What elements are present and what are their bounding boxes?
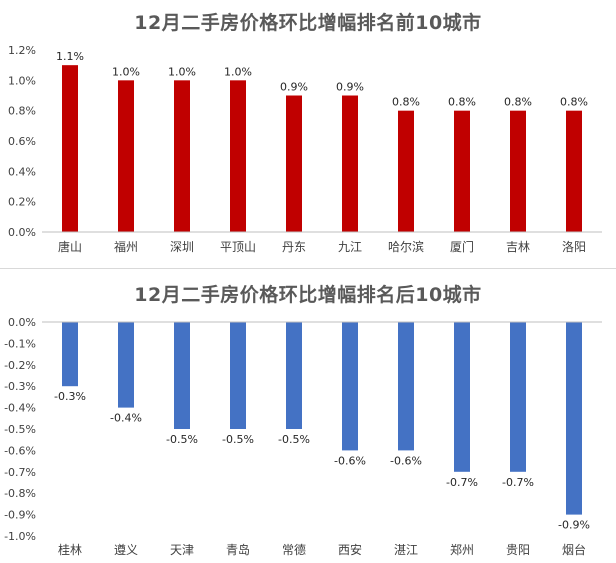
top-category-label: 唐山 [58, 239, 82, 254]
bottom-y-tick-label: -0.6% [4, 444, 36, 457]
top-bar [342, 95, 358, 232]
bottom-category-label: 湛江 [394, 543, 418, 557]
bottom-data-label: -0.6% [334, 454, 366, 467]
chart-bottom-plot: 0.0% -0.1% -0.2% -0.3% -0.4% -0.5% -0.6% -0.7% -… [4, 316, 602, 557]
chart-top-plot: 0.0% 0.2% 0.4% 0.6% 0.8% 1.0% 1.2% 1.1% 唐山 1.0% 福州… [8, 44, 602, 254]
top-y-tick-label: 0.2% [8, 196, 36, 209]
top-bar [62, 65, 78, 233]
bottom-data-label: -0.5% [166, 433, 198, 446]
bottom-y-tick-label: -0.8% [4, 487, 36, 500]
top-data-label: 0.9% [280, 81, 308, 94]
bottom-data-label: -0.5% [222, 433, 254, 446]
top-bar [230, 80, 246, 232]
bottom-y-tick-label: -0.2% [4, 359, 36, 372]
bottom-y-tick-label: -0.7% [4, 466, 36, 479]
bottom-data-label: -0.7% [502, 476, 534, 489]
bottom-bar [174, 322, 190, 429]
bottom-data-label: -0.7% [446, 476, 478, 489]
bottom-category-label: 常德 [282, 542, 306, 557]
bottom-category-label: 贵阳 [506, 543, 530, 557]
bottom-bar [398, 322, 414, 451]
chart-title-top: 12月二手房价格环比增幅排名前10城市 [134, 12, 482, 34]
top-category-label: 丹东 [282, 240, 306, 254]
top-data-label: 0.8% [504, 96, 532, 109]
top-bar [398, 110, 414, 232]
bottom-bar [230, 322, 246, 429]
top-bar [566, 110, 582, 232]
bottom-category-label: 郑州 [450, 542, 474, 557]
top-bar [454, 110, 470, 232]
bottom-bar [118, 322, 134, 408]
bottom-y-tick-label: -1.0% [4, 530, 36, 543]
top-y-tick-label: 1.2% [8, 44, 36, 57]
bottom-y-tick-label: -0.4% [4, 402, 36, 415]
top-data-label: 1.0% [224, 65, 252, 78]
bottom-y-tick-label: 0.0% [8, 316, 36, 329]
bottom-y-tick-label: -0.5% [4, 423, 36, 436]
bottom-bar [62, 322, 78, 387]
top-data-label: 0.9% [336, 81, 364, 94]
bottom-category-label: 遵义 [114, 542, 138, 557]
chart-title-bottom: 12月二手房价格环比增幅排名后10城市 [134, 284, 482, 306]
top-data-label: 0.8% [448, 96, 476, 109]
bottom-data-label: -0.3% [54, 390, 86, 403]
bottom-bar [286, 322, 302, 429]
bottom-bar [510, 322, 526, 472]
top-bar [510, 110, 526, 232]
bottom-category-label: 青岛 [226, 542, 250, 557]
top-y-tick-label: 0.8% [8, 105, 36, 118]
top-category-label: 福州 [114, 239, 138, 254]
bottom-data-label: -0.4% [110, 412, 142, 425]
bottom-data-label: -0.6% [390, 454, 422, 467]
top-data-label: 1.0% [112, 65, 140, 78]
top-y-tick-label: 1.0% [8, 74, 36, 87]
bottom-category-label: 桂林 [58, 542, 82, 557]
top-y-tick-label: 0.0% [8, 226, 36, 239]
top-bar [174, 80, 190, 232]
bottom-y-tick-label: -0.1% [4, 337, 36, 350]
chart-top-risers: 12月二手房价格环比增幅排名前10城市 0.0% 0.2% 0.4% 0.6% 0.8%… [0, 0, 616, 269]
top-data-label: 1.0% [168, 65, 196, 78]
top-category-label: 厦门 [450, 239, 474, 254]
top-data-label: 0.8% [560, 96, 588, 109]
chart-bottom-decliners: 12月二手房价格环比增幅排名后10城市 0.0% -0.1% -0.2% -0.3% -… [0, 269, 616, 563]
top-category-label: 吉林 [506, 240, 530, 254]
top-data-label: 0.8% [392, 96, 420, 109]
bottom-category-label: 西安 [338, 542, 362, 557]
bottom-data-label: -0.5% [278, 433, 310, 446]
top-data-label: 1.1% [56, 50, 84, 63]
top-category-label: 平顶山 [220, 240, 256, 254]
bottom-bar [566, 322, 582, 515]
bottom-y-tick-label: -0.9% [4, 509, 36, 522]
bottom-category-label: 烟台 [562, 542, 586, 557]
top-category-label: 深圳 [170, 240, 194, 254]
bottom-category-label: 天津 [170, 543, 194, 557]
top-y-tick-label: 0.4% [8, 165, 36, 178]
bottom-bar [454, 322, 470, 472]
top-bar [118, 80, 134, 232]
top-category-label: 洛阳 [562, 239, 586, 254]
bottom-bar [342, 322, 358, 451]
bottom-y-tick-label: -0.3% [4, 380, 36, 393]
top-category-label: 哈尔滨 [388, 239, 424, 254]
top-category-label: 九江 [338, 240, 362, 254]
top-bar [286, 95, 302, 232]
bottom-data-label: -0.9% [558, 519, 590, 532]
top-y-tick-label: 0.6% [8, 135, 36, 148]
